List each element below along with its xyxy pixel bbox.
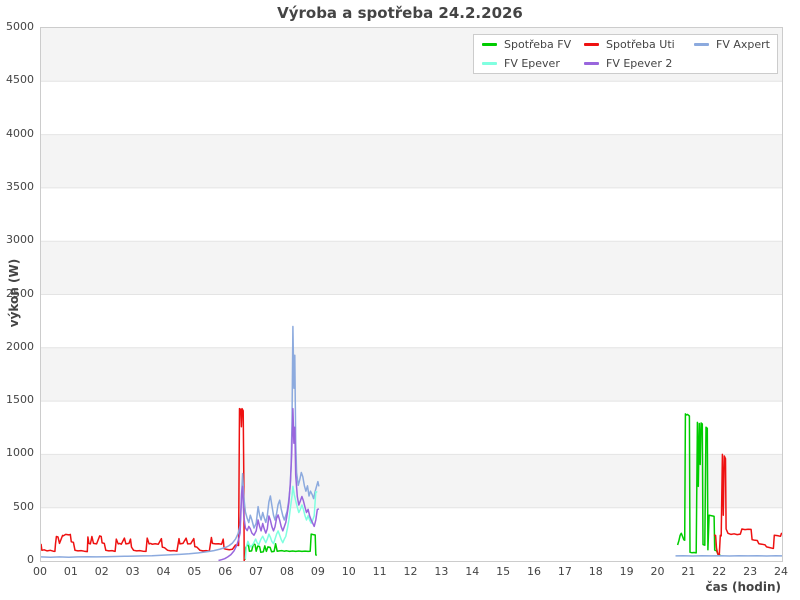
legend-item-label: FV Axpert [716,38,770,51]
x-tick-label: 07 [249,565,264,578]
x-tick-label: 18 [588,565,603,578]
y-axis-title: výkon (W) [7,258,21,328]
y-tick-label: 2000 [6,339,34,353]
y-tick-label: 0 [27,553,34,566]
legend-item: Spotřeba Uti [584,38,694,51]
x-tick-label: 15 [496,565,511,578]
legend-item-label: FV Epever [504,57,560,70]
x-tick-label: 12 [403,565,418,578]
y-tick-label: 3000 [6,233,34,247]
x-tick-label: 02 [94,565,109,578]
legend-item-label: Spotřeba FV [504,38,572,51]
legend: Spotřeba FV Spotřeba Uti FV Axpert FV Epeve… [473,34,778,74]
legend-item: Spotřeba FV [482,38,584,51]
series-line-4 [218,407,320,561]
x-tick-label: 03 [125,565,140,578]
x-tick-label: 11 [372,565,387,578]
y-tick-label: 5000 [6,20,34,33]
x-axis-title: čas (hodin) [705,580,781,594]
x-tick-label: 04 [156,565,171,578]
x-tick-label: 14 [465,565,480,578]
plot-area [40,27,783,562]
y-tick-label: 4500 [6,73,34,87]
series-line-2 [41,325,320,558]
series-line-0 [676,413,721,556]
chart-title: Výroba a spotřeba 24.2.2026 [277,4,523,22]
y-tick-label: 3500 [6,179,34,193]
series-line-1 [713,453,782,556]
x-tick-label: 19 [619,565,634,578]
x-tick-label: 00 [33,565,47,578]
x-tick-label: 05 [187,565,202,578]
x-tick-label: 08 [280,565,294,578]
y-tick-label: 1500 [6,393,34,407]
series-line-1 [41,407,245,561]
y-tick-label: 4000 [6,126,34,140]
legend-item-label: Spotřeba Uti [606,38,675,51]
x-tick-label: 09 [310,565,325,578]
legend-swatch-icon [584,62,599,65]
x-tick-label: 24 [774,565,788,578]
legend-item: FV Epever [482,57,584,70]
legend-item: FV Epever 2 [584,57,694,70]
x-tick-label: 01 [63,565,78,578]
x-tick-label: 22 [712,565,727,578]
legend-item: FV Axpert [694,38,779,51]
legend-swatch-icon [482,43,497,46]
y-tick-label: 500 [13,499,34,513]
legend-swatch-icon [584,43,599,46]
series-line-3 [244,485,318,559]
legend-swatch-icon [482,62,497,65]
y-tick-label: 1000 [6,446,34,460]
x-tick-label: 17 [557,565,572,578]
x-tick-label: 20 [650,565,665,578]
x-tick-label: 23 [743,565,758,578]
legend-swatch-icon [694,43,709,46]
x-tick-label: 16 [527,565,541,578]
x-tick-label: 06 [218,565,233,578]
plot-canvas [41,28,782,561]
y-tick-label: 2500 [6,286,34,300]
legend-item-label: FV Epever 2 [606,57,673,70]
x-tick-label: 21 [681,565,696,578]
x-tick-label: 10 [341,565,356,578]
x-tick-label: 13 [434,565,449,578]
